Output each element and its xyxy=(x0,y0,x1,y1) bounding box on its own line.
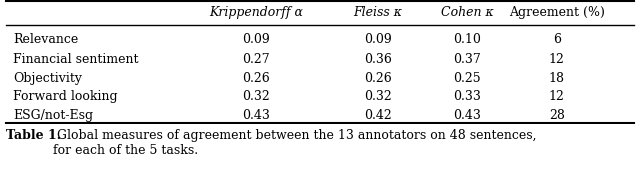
Text: Relevance: Relevance xyxy=(13,33,78,46)
Text: 0.37: 0.37 xyxy=(453,53,481,66)
Text: Objectivity: Objectivity xyxy=(13,72,82,85)
Text: 0.43: 0.43 xyxy=(453,109,481,122)
Text: Forward looking: Forward looking xyxy=(13,90,117,103)
Text: 28: 28 xyxy=(549,109,564,122)
Text: 0.32: 0.32 xyxy=(364,90,392,103)
Text: Fleiss κ: Fleiss κ xyxy=(353,6,402,19)
Text: 6: 6 xyxy=(553,33,561,46)
Text: Table 1.: Table 1. xyxy=(6,129,61,142)
Text: Cohen κ: Cohen κ xyxy=(441,6,493,19)
Text: 0.36: 0.36 xyxy=(364,53,392,66)
Text: 0.09: 0.09 xyxy=(242,33,270,46)
Text: 0.27: 0.27 xyxy=(242,53,270,66)
Text: ESG/not-Esg: ESG/not-Esg xyxy=(13,109,93,122)
Text: Financial sentiment: Financial sentiment xyxy=(13,53,138,66)
Text: 0.42: 0.42 xyxy=(364,109,392,122)
Text: 0.25: 0.25 xyxy=(453,72,481,85)
Text: 0.26: 0.26 xyxy=(242,72,270,85)
Text: 12: 12 xyxy=(549,53,564,66)
Text: 0.26: 0.26 xyxy=(364,72,392,85)
Text: Krippendorff α: Krippendorff α xyxy=(209,6,303,19)
Text: 0.10: 0.10 xyxy=(453,33,481,46)
Text: 0.33: 0.33 xyxy=(453,90,481,103)
Text: 12: 12 xyxy=(549,90,564,103)
Text: Global measures of agreement between the 13 annotators on 48 sentences,
for each: Global measures of agreement between the… xyxy=(53,129,536,157)
Text: 18: 18 xyxy=(548,72,564,85)
Text: Agreement (%): Agreement (%) xyxy=(509,6,605,19)
Text: 0.09: 0.09 xyxy=(364,33,392,46)
Text: 0.32: 0.32 xyxy=(242,90,270,103)
Text: 0.43: 0.43 xyxy=(242,109,270,122)
